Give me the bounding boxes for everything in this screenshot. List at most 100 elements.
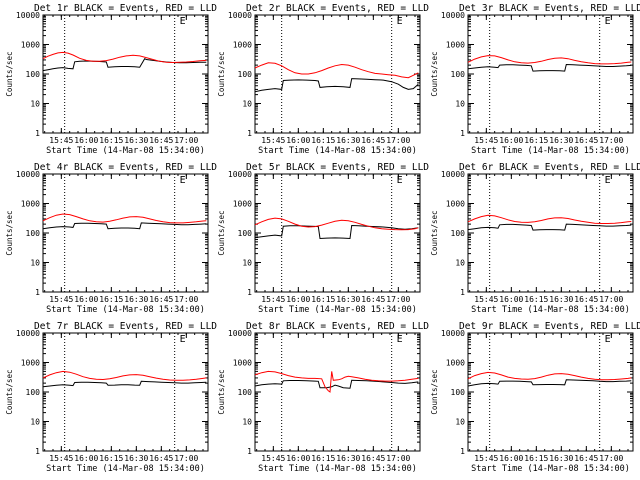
y-tick-label: 10000 (16, 170, 40, 179)
plot-frame (467, 332, 634, 452)
y-tick-label: 1000 (233, 41, 252, 50)
y-tick-label: 10 (30, 100, 40, 109)
panel-title: Det 2r BLACK = Events, RED = LLD (246, 3, 429, 14)
attenuator-label: E (605, 16, 611, 27)
attenuator-label: E (180, 334, 186, 345)
y-tick-label: 10 (455, 259, 465, 268)
x-tick-label: 15:45 (474, 136, 498, 145)
x-tick-label: 16:30 (336, 136, 360, 145)
y-tick-label: 100 (238, 229, 253, 238)
x-tick-label: 16:00 (499, 295, 523, 304)
y-tick-label: 10 (455, 418, 465, 427)
y-tick-label: 1000 (21, 41, 40, 50)
x-tick-label: 16:15 (99, 454, 123, 463)
x-tick-label: 16:45 (574, 454, 598, 463)
y-axis-label: Counts/sec (430, 210, 439, 255)
y-tick-label: 1000 (233, 200, 252, 209)
x-tick-label: 16:00 (74, 295, 98, 304)
x-tick-label: 16:15 (524, 454, 548, 463)
x-tick-label: 16:15 (524, 295, 548, 304)
x-tick-label: 16:00 (499, 454, 523, 463)
x-tick-label: 16:15 (99, 136, 123, 145)
series-lld-line (42, 51, 207, 64)
x-tick-label: 16:15 (311, 454, 335, 463)
series-lld-line (254, 62, 419, 79)
y-tick-label: 100 (26, 388, 41, 397)
y-tick-label: 1 (460, 447, 465, 456)
plot-frame (42, 14, 209, 134)
panel-det-8: Det 8r BLACK = Events, RED = LLD 1 10 100 10… (217, 321, 429, 474)
x-axis-label: Start Time (14-Mar-08 15:34:00) (46, 464, 205, 474)
x-tick-label: 16:00 (286, 295, 310, 304)
x-tick-label: 16:15 (524, 136, 548, 145)
y-tick-label: 1000 (446, 359, 465, 368)
y-axis-label: Counts/sec (217, 210, 226, 255)
series-lld-line (467, 214, 632, 224)
y-tick-label: 1 (35, 288, 40, 297)
series-lld-line (254, 370, 419, 393)
y-tick-label: 10 (455, 100, 465, 109)
panel-det-1: Det 1r BLACK = Events, RED = LLD 1 10 100 10… (5, 3, 217, 156)
x-tick-label: 16:45 (149, 136, 173, 145)
panel-det-4: Det 4r BLACK = Events, RED = LLD 1 10 100 10… (5, 162, 217, 315)
attenuator-label: E (180, 16, 186, 27)
x-tick-label: 16:30 (549, 295, 573, 304)
y-tick-label: 10000 (228, 11, 252, 20)
plot-frame (254, 14, 421, 134)
y-tick-label: 1 (460, 288, 465, 297)
x-tick-label: 15:45 (49, 454, 73, 463)
panel-title: Det 8r BLACK = Events, RED = LLD (246, 321, 429, 332)
x-tick-label: 16:30 (124, 454, 148, 463)
y-axis-label: Counts/sec (5, 369, 14, 414)
y-tick-label: 1 (460, 129, 465, 138)
y-tick-label: 10 (242, 418, 252, 427)
x-tick-label: 15:45 (261, 136, 285, 145)
panel-det-6: Det 6r BLACK = Events, RED = LLD 1 10 100 10… (430, 162, 640, 315)
x-tick-label: 16:30 (549, 454, 573, 463)
x-tick-label: 16:45 (574, 295, 598, 304)
y-axis-label: Counts/sec (5, 51, 14, 96)
y-tick-label: 1 (35, 129, 40, 138)
y-tick-label: 10000 (16, 11, 40, 20)
x-tick-label: 16:15 (311, 295, 335, 304)
x-axis-label: Start Time (14-Mar-08 15:34:00) (258, 305, 417, 315)
y-tick-label: 10000 (441, 170, 465, 179)
x-axis-label: Start Time (14-Mar-08 15:34:00) (46, 305, 205, 315)
y-tick-label: 100 (451, 70, 466, 79)
x-tick-label: 17:00 (386, 136, 410, 145)
panel-title: Det 5r BLACK = Events, RED = LLD (246, 162, 429, 173)
x-tick-label: 17:00 (386, 295, 410, 304)
plot-frame (254, 173, 421, 293)
y-tick-label: 10000 (228, 329, 252, 338)
attenuator-label: E (397, 175, 403, 186)
panel-det-2: Det 2r BLACK = Events, RED = LLD 1 10 100 10… (217, 3, 429, 156)
x-tick-label: 15:45 (474, 295, 498, 304)
plot-frame (467, 14, 634, 134)
x-tick-label: 16:45 (361, 136, 385, 145)
series-lld-line (42, 213, 207, 224)
y-tick-label: 100 (26, 229, 41, 238)
series-events-line (254, 224, 419, 240)
x-tick-label: 17:00 (174, 295, 198, 304)
x-tick-label: 16:15 (99, 295, 123, 304)
x-tick-label: 17:00 (599, 295, 623, 304)
panel-det-5: Det 5r BLACK = Events, RED = LLD 1 10 100 10… (217, 162, 429, 315)
panel-title: Det 6r BLACK = Events, RED = LLD (459, 162, 640, 173)
x-axis-label: Start Time (14-Mar-08 15:34:00) (258, 464, 417, 474)
y-tick-label: 10 (30, 418, 40, 427)
x-tick-label: 16:45 (149, 295, 173, 304)
x-tick-label: 16:00 (74, 454, 98, 463)
y-axis-label: Counts/sec (5, 210, 14, 255)
y-tick-label: 1000 (21, 200, 40, 209)
x-tick-label: 16:00 (499, 136, 523, 145)
series-events-line (467, 63, 632, 72)
x-axis-label: Start Time (14-Mar-08 15:34:00) (471, 464, 630, 474)
series-events-line (42, 380, 207, 388)
y-axis-label: Counts/sec (430, 369, 439, 414)
series-events-line (254, 78, 419, 93)
x-axis-label: Start Time (14-Mar-08 15:34:00) (471, 146, 630, 156)
x-tick-label: 16:00 (286, 136, 310, 145)
y-tick-label: 100 (238, 70, 253, 79)
x-tick-label: 17:00 (599, 454, 623, 463)
